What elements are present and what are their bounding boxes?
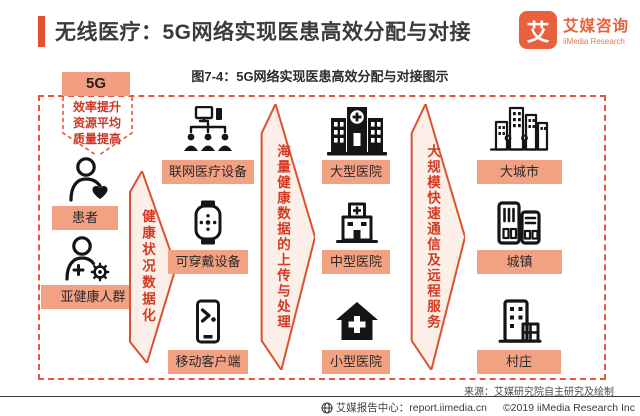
footer-divider — [0, 396, 640, 397]
flow-arrow-health-data: 健康状况数据化 — [126, 171, 176, 363]
large-hospital-icon — [326, 105, 388, 156]
diagram-frame — [38, 95, 606, 380]
globe-icon — [321, 401, 333, 414]
iimedia-logo-icon: 艾 — [519, 11, 557, 49]
flow-arrow-remote-services-label: 大规模快速通信及远程服务 — [425, 144, 440, 330]
node-label-networked-devices: 联网医疗设备 — [162, 160, 254, 184]
node-label-large-hospital: 大型医院 — [322, 160, 390, 184]
funnel-benefit: 效率提升 — [72, 100, 121, 114]
flow-arrow-health-data-label: 健康状况数据化 — [140, 209, 155, 325]
funnel-benefit: 质量提高 — [72, 132, 121, 146]
node-label-big-city: 大城市 — [477, 160, 562, 184]
funnel-benefit: 资源平均 — [72, 116, 121, 130]
node-label-town: 城镇 — [477, 250, 562, 274]
funnel-benefits: 效率提升 资源平均 质量提高 — [58, 99, 136, 147]
node-label-mobile-client: 移动客户端 — [168, 350, 248, 374]
flow-arrow-upload-processing-label: 海量健康数据的上传与处理 — [275, 144, 290, 330]
smartphone-icon — [186, 299, 230, 345]
footer: 艾媒报告中心：report.iimedia.cn ©2019 iiMedia R… — [0, 400, 635, 415]
medium-hospital-icon — [335, 201, 379, 243]
node-label-wearables: 可穿戴设备 — [168, 250, 248, 274]
village-icon — [496, 298, 542, 344]
footer-brand: 艾媒报告中心：report.iimedia.cn — [335, 402, 487, 414]
smartwatch-icon — [185, 200, 231, 245]
city-icon — [489, 104, 549, 152]
person-heart-icon — [65, 155, 115, 205]
brand-logo: 艾 艾媒咨询 iiMedia Research — [519, 11, 629, 49]
small-hospital-icon — [334, 300, 380, 342]
page-title: 无线医疗：5G网络实现医患高效分配与对接 — [55, 21, 472, 44]
person-gear-icon — [63, 234, 113, 284]
funnel-dashed-outline — [62, 97, 133, 156]
network-devices-icon — [178, 106, 238, 154]
title-accent-bar — [38, 16, 45, 47]
footer-copyright: ©2019 iiMedia Research Inc — [502, 401, 635, 414]
node-label-village: 村庄 — [477, 350, 561, 374]
flow-arrow-upload-processing: 海量健康数据的上传与处理 — [257, 104, 315, 370]
5g-tag: 5G — [62, 72, 130, 96]
logo-name-en: iiMedia Research — [563, 37, 625, 46]
town-icon — [493, 200, 545, 246]
node-label-patient: 患者 — [52, 206, 118, 230]
logo-name-cn: 艾媒咨询 — [563, 18, 630, 35]
figure-caption: 图7-4：5G网络实现医患高效分配与对接图示 — [191, 69, 449, 84]
node-label-medium-hospital: 中型医院 — [322, 250, 390, 274]
node-label-small-hospital: 小型医院 — [322, 350, 390, 374]
flow-arrow-remote-services: 大规模快速通信及远程服务 — [407, 104, 465, 370]
figure-source: 来源：艾媒研究院自主研究及绘制 — [464, 387, 614, 398]
node-label-subhealthy: 亚健康人群 — [41, 285, 145, 309]
